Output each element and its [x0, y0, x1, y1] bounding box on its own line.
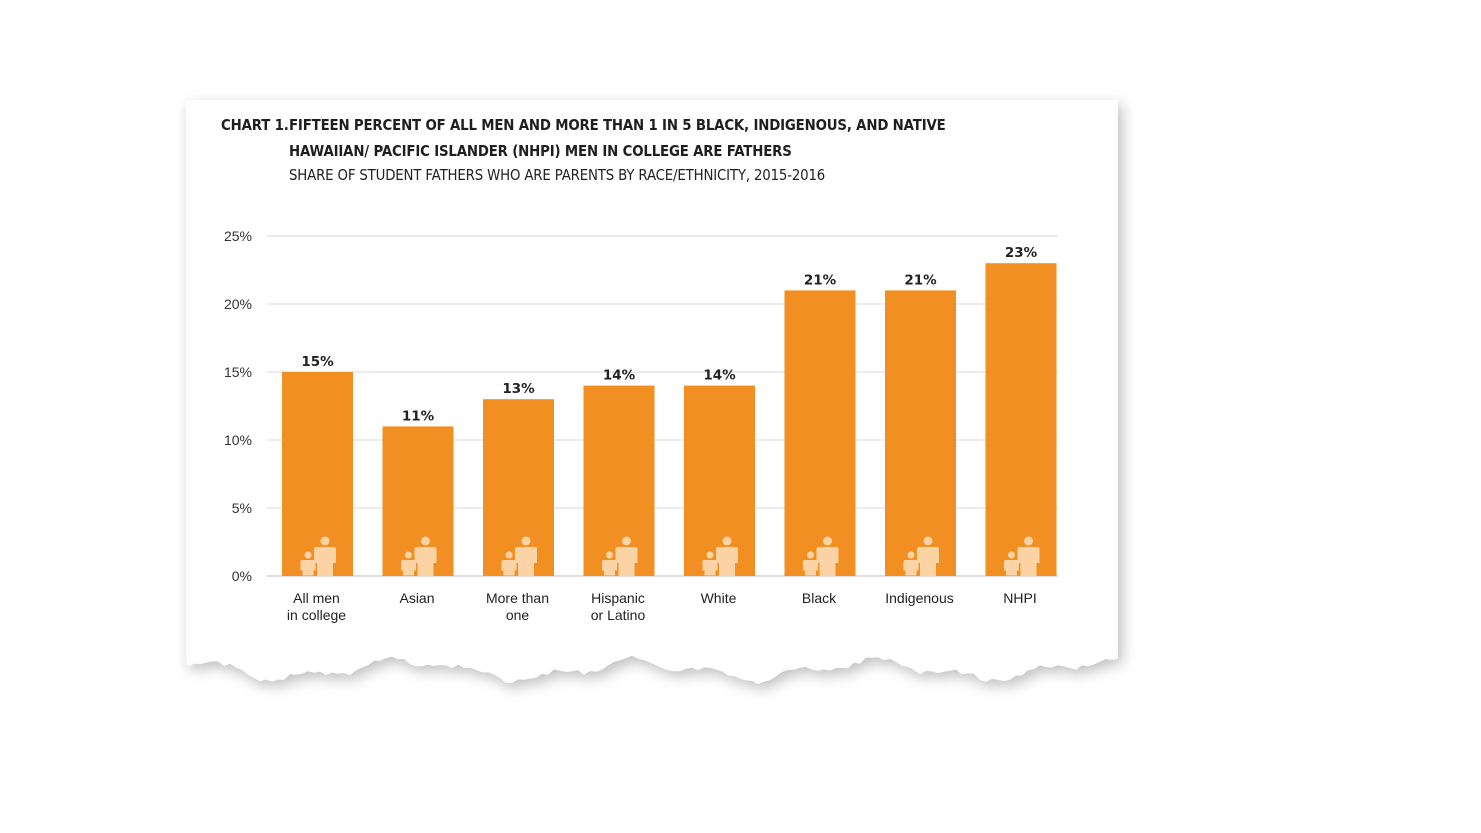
data-label: 21% [804, 272, 837, 288]
data-label: 13% [502, 381, 535, 397]
y-tick-label: 0% [232, 568, 252, 584]
parent-child-icon [501, 536, 537, 576]
parent-child-icon [602, 536, 638, 576]
data-label: 14% [703, 368, 736, 384]
x-tick-label: Hispanic [591, 590, 645, 606]
parent-child-icon [803, 536, 839, 576]
bar [684, 385, 755, 576]
y-tick-label: 5% [232, 500, 252, 516]
parent-child-icon [903, 536, 939, 576]
chart-subtitle: SHARE OF STUDENT FATHERS WHO ARE PARENTS… [289, 166, 826, 184]
y-axis: 0% 5% 10% 15% 20% 25% [224, 228, 252, 584]
data-labels: 15% 11% 13% 14% 14% 21% 21% 23% [301, 245, 1037, 424]
parent-child-icon [1004, 536, 1040, 576]
parent-child-icon [702, 536, 738, 576]
x-tick-label: Indigenous [885, 590, 954, 606]
bar [282, 372, 353, 576]
x-tick-label: one [506, 607, 530, 623]
x-tick-label: NHPI [1003, 590, 1036, 606]
x-tick-label: More than [486, 590, 549, 606]
data-label: 21% [904, 272, 937, 288]
bars [282, 263, 1057, 576]
x-tick-label: White [701, 590, 737, 606]
bar [985, 263, 1057, 576]
parent-child-icon [401, 536, 437, 576]
y-tick-label: 20% [224, 296, 252, 312]
data-label: 11% [402, 408, 435, 424]
y-tick-label: 25% [224, 228, 252, 244]
bar [885, 290, 956, 576]
y-tick-label: 10% [224, 432, 252, 448]
chart-title: FIFTEEN PERCENT OF ALL MEN AND MORE THAN… [289, 116, 946, 160]
parent-child-icon [300, 536, 336, 576]
data-label: 15% [301, 354, 334, 370]
x-tick-label: or Latino [591, 607, 646, 623]
bar [784, 290, 856, 576]
data-label: 14% [603, 368, 636, 384]
x-tick-label: All men [293, 590, 340, 606]
x-tick-label: Asian [399, 590, 434, 606]
data-label: 23% [1005, 245, 1038, 261]
x-tick-label: Black [802, 590, 837, 606]
y-tick-label: 15% [224, 364, 252, 380]
x-tick-label: in college [287, 607, 346, 623]
bar [583, 385, 655, 576]
bar [483, 399, 554, 576]
chart-number: CHART 1. [221, 116, 289, 134]
